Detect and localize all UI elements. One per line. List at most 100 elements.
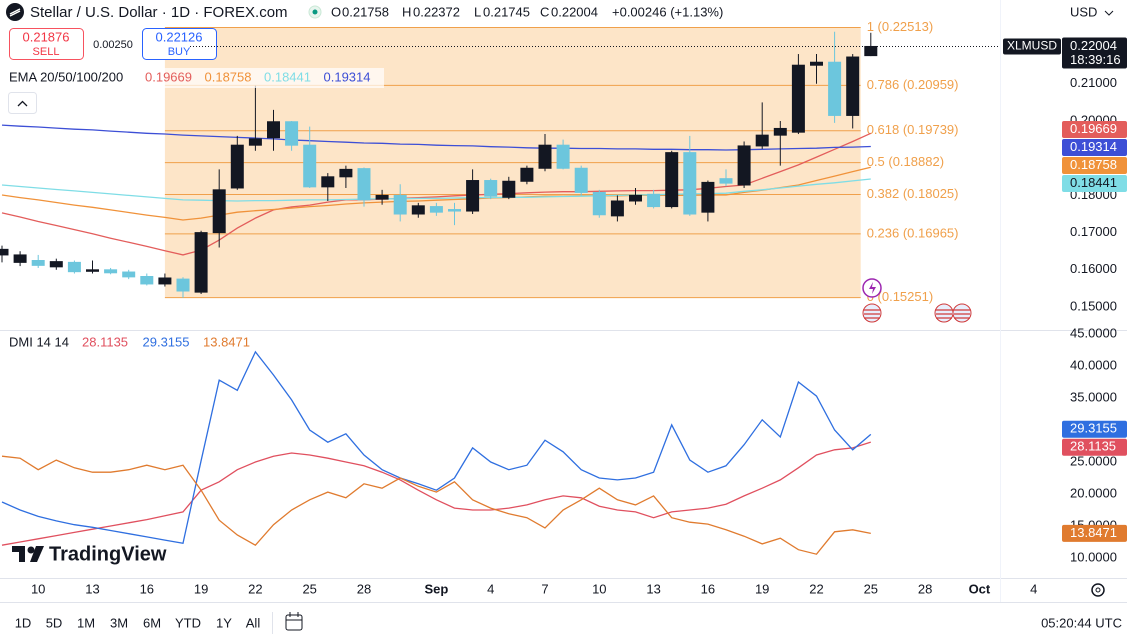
logo-mark [12, 546, 25, 562]
dmi-legend-value: 29.3155 [143, 334, 190, 349]
candle-body [86, 269, 99, 272]
symbol-icon-glyph [9, 8, 21, 17]
ema-legend-backdrop [4, 68, 384, 88]
price-tag [1062, 524, 1127, 542]
logo-dot [27, 546, 35, 554]
period-button[interactable]: 1M [77, 615, 95, 630]
price-tag-label: 0.18441 [1070, 175, 1117, 190]
symbol-tag-label: XLMUSD [1007, 39, 1057, 53]
x-tick-label: 16 [701, 581, 715, 596]
ohlc-value: 0.22004 [551, 4, 598, 19]
symbol-tag [1003, 38, 1061, 55]
economic-events [862, 303, 972, 323]
candle-body [719, 178, 733, 184]
collapse-chevron [17, 100, 28, 107]
period-button[interactable]: 6M [143, 615, 161, 630]
x-tick-label: 28 [918, 581, 932, 596]
period-button[interactable]: 3M [110, 615, 128, 630]
candle-body [629, 194, 642, 202]
ohlc-value: 0.21745 [483, 4, 530, 19]
fib-label: 0 (0.15251) [867, 289, 934, 304]
candle-body [610, 200, 624, 217]
candle-body [466, 180, 480, 212]
spread: 0.00250 [93, 39, 133, 51]
ema-line [1, 166, 871, 221]
candle-body [49, 261, 63, 268]
candle-body [484, 180, 498, 197]
flag-icon[interactable] [952, 303, 972, 323]
candle-body [592, 191, 606, 216]
y-tick-label: 10.0000 [1070, 549, 1117, 564]
ohlc-label: C [540, 4, 549, 19]
ema-legend-label[interactable]: EMA 20/50/100/200 [9, 69, 123, 84]
period-button[interactable]: All [246, 615, 261, 630]
period-button[interactable]: YTD [175, 615, 201, 630]
ohlc-label: O [331, 4, 341, 19]
buy-button[interactable] [142, 28, 217, 60]
price-tag [1062, 420, 1127, 438]
flag-icon[interactable] [934, 303, 954, 323]
buy-price[interactable]: 0.22126 [156, 29, 203, 44]
header-backdrop [0, 0, 745, 25]
ema-legend-value: 0.19669 [145, 69, 192, 84]
sell-button[interactable] [9, 28, 84, 60]
candle-body [31, 260, 45, 266]
fib-label: 0.5 (0.18882) [867, 154, 944, 169]
candle-body [212, 189, 226, 234]
x-tick-label: 7 [541, 581, 548, 596]
dmi-line [1, 455, 871, 555]
ema-line [1, 178, 871, 202]
candle-body [846, 56, 860, 116]
period-button[interactable]: 5D [46, 615, 63, 630]
flag-icon[interactable] [862, 303, 882, 323]
symbol-title[interactable]: Stellar / U.S. Dollar · 1D · FOREX.com [30, 4, 288, 21]
candle-body [176, 278, 190, 292]
fib-label: 0.236 (0.16965) [867, 225, 959, 240]
logo: TradingView [12, 543, 167, 565]
price-tag [1062, 121, 1127, 139]
candle-body [520, 167, 534, 182]
y-tick-label: 0.21000 [1070, 75, 1117, 90]
candle-body [574, 167, 588, 193]
collapse-button[interactable] [8, 92, 37, 114]
price-tag-label: 29.3155 [1070, 421, 1117, 436]
candle-body [303, 144, 317, 188]
sell-price[interactable]: 0.21876 [23, 29, 70, 44]
ohlc-value: 0.22372 [413, 4, 460, 19]
candle-body [737, 145, 751, 186]
period-button[interactable]: 1Y [216, 615, 232, 630]
x-tick-label: Oct [969, 581, 991, 596]
ohlc-value: 0.21758 [342, 4, 389, 19]
date-range-button[interactable] [285, 614, 303, 631]
candle-body [810, 61, 823, 66]
price-tag-label: 28.1135 [1070, 439, 1116, 454]
candle-body [665, 152, 679, 208]
candle-body [647, 193, 661, 208]
price-tag [1062, 157, 1127, 175]
currency-select[interactable] [1064, 2, 1124, 24]
clock[interactable]: 05:20:44 UTC [1041, 615, 1122, 630]
price-tag [1062, 175, 1127, 193]
settings-button[interactable] [1091, 583, 1105, 597]
period-toolbar: 1D 5D 1M 3M 6M YTD 1Y All [15, 615, 261, 630]
logo-text: TradingView [49, 543, 167, 565]
candle-body [411, 205, 425, 215]
currency-chevron [1104, 10, 1114, 16]
logo-mark [30, 546, 44, 562]
candle-body [755, 134, 769, 147]
currency-label[interactable]: USD [1070, 4, 1097, 19]
candle-body [773, 127, 787, 136]
price-tag-label: 0.19669 [1070, 121, 1117, 136]
dmi-legend-value: 28.1135 [82, 334, 128, 349]
period-button[interactable]: 1D [15, 615, 32, 630]
y-tick-label: 25.0000 [1070, 453, 1117, 468]
candle-body [538, 144, 552, 169]
settings-button-hub [1095, 587, 1101, 593]
fib-label: 1 (0.22513) [867, 19, 934, 34]
date-range-glyph [286, 612, 302, 621]
dmi-line [1, 441, 871, 546]
sell-label[interactable]: SELL [33, 46, 60, 58]
buy-label[interactable]: BUY [168, 46, 191, 58]
dmi-legend-label[interactable]: DMI 14 14 [9, 334, 69, 349]
